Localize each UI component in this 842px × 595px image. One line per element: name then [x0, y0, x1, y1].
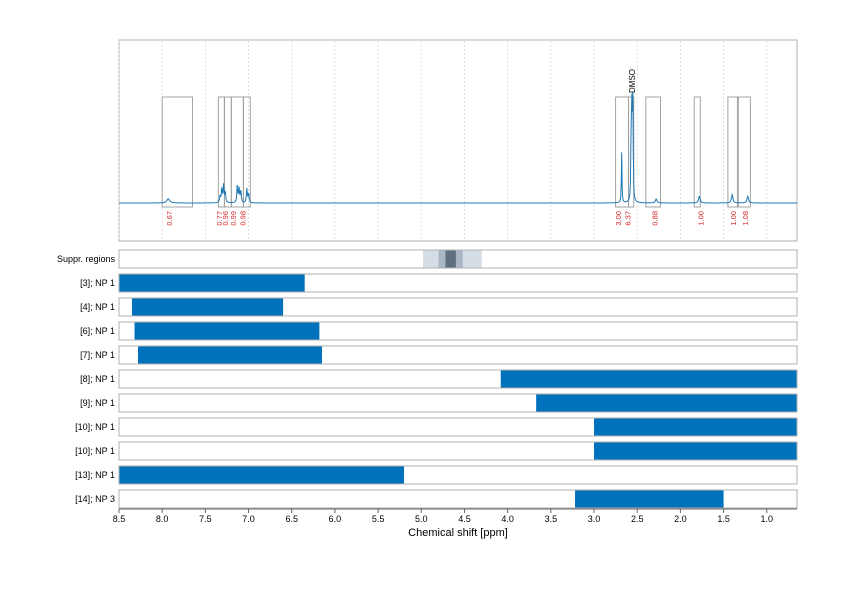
range-row-label: [13]; NP 1: [75, 470, 115, 480]
x-tick-label: 8.0: [156, 514, 169, 524]
range-bar: [594, 418, 797, 436]
range-row: [8]; NP 1: [80, 369, 798, 389]
x-tick-label: 1.5: [717, 514, 730, 524]
suppression-panel: Suppr. regions: [57, 249, 798, 269]
range-bar: [119, 274, 305, 292]
integral-region-box: [693, 96, 701, 208]
range-bar: [536, 394, 797, 412]
range-row-frame: [118, 321, 798, 341]
integral-labels: 0.67 0.770.960.99 0.98 3.00 6.37 0.88 1.00 1.00…: [165, 211, 750, 226]
range-row-label: [4]; NP 1: [80, 302, 115, 312]
range-bar: [575, 490, 724, 508]
integral-region-box: [727, 96, 738, 208]
range-row-frame: [118, 297, 798, 317]
x-tick-label: 3.5: [545, 514, 558, 524]
range-row: [14]; NP 3: [75, 489, 798, 509]
range-bar: [138, 346, 322, 364]
x-tick-label: 8.5: [113, 514, 126, 524]
range-row-label: [7]; NP 1: [80, 350, 115, 360]
spectrum-gridlines: [118, 41, 768, 240]
range-row-frame: [118, 393, 798, 413]
x-tick-label: 7.0: [242, 514, 255, 524]
integral-region-boxes: [161, 96, 751, 208]
range-row: [10]; NP 1: [75, 417, 798, 437]
integral-region-box: [242, 96, 251, 208]
x-tick-label: 2.0: [674, 514, 687, 524]
range-row: [9]; NP 1: [80, 393, 798, 413]
solvent-label: DMSO: [628, 69, 637, 93]
range-row-frame: [118, 441, 798, 461]
range-row-label: [10]; NP 1: [75, 446, 115, 456]
integral-label: 3.00: [614, 211, 623, 226]
range-row-frame: [118, 417, 798, 437]
range-bar: [131, 298, 284, 316]
range-row: [13]; NP 1: [75, 465, 798, 485]
suppression-band: [445, 250, 456, 268]
suppression-row-label: Suppr. regions: [57, 254, 116, 264]
range-row: [10]; NP 1: [75, 441, 798, 461]
x-axis: 8.5 8.0 7.5 7.0 6.5 6.0 5.5 5.0 4.5 4.0 3.5 3.0 2.5 2…: [113, 508, 797, 539]
range-bar: [500, 370, 797, 388]
x-axis-title: Chemical shift [ppm]: [408, 527, 508, 539]
x-tick-label: 5.0: [415, 514, 428, 524]
x-tick-label: 2.5: [631, 514, 644, 524]
range-row-label: [10]; NP 1: [75, 422, 115, 432]
range-bar: [134, 322, 320, 340]
range-row: [7]; NP 1: [80, 345, 798, 365]
integral-label: 0.88: [650, 211, 659, 226]
integral-region-box: [645, 96, 661, 208]
range-row: [6]; NP 1: [80, 321, 798, 341]
x-tick-label: 3.0: [588, 514, 601, 524]
spectrum-line: [119, 91, 797, 204]
range-row: [4]; NP 1: [80, 297, 798, 317]
suppression-bands: [423, 250, 482, 268]
range-row-label: [6]; NP 1: [80, 326, 115, 336]
x-tick-label: 7.5: [199, 514, 212, 524]
x-tick-label: 6.5: [285, 514, 298, 524]
range-row-frame: [118, 345, 798, 365]
x-tick-label: 6.0: [329, 514, 342, 524]
integral-label: 1.00: [729, 211, 738, 226]
range-bar: [119, 466, 405, 484]
x-tick-label: 5.5: [372, 514, 385, 524]
integral-label: 0.96: [221, 211, 230, 226]
spectrum-frame: [118, 39, 798, 242]
integral-label: 1.00: [696, 211, 705, 226]
x-tick-label: 1.0: [761, 514, 774, 524]
integral-label: 0.98: [239, 211, 248, 226]
range-row-label: [9]; NP 1: [80, 398, 115, 408]
range-row-label: [3]; NP 1: [80, 278, 115, 288]
range-row-frame: [118, 465, 798, 485]
integral-label: 6.37: [624, 211, 633, 226]
range-bar-rows: [3]; NP 1 [4]; NP 1 [6]; NP 1 [7]; NP 1 [8];…: [75, 273, 798, 509]
x-tick-label: 4.5: [458, 514, 471, 524]
integral-label: 0.99: [229, 211, 238, 226]
range-row-frame: [118, 273, 798, 293]
range-row-label: [8]; NP 1: [80, 374, 115, 384]
x-axis-ticks: 8.5 8.0 7.5 7.0 6.5 6.0 5.5 5.0 4.5 4.0 3.5 3.0 2.5 2…: [113, 509, 773, 524]
integral-label: 1.08: [741, 211, 750, 226]
spectrum-panel: 0.67 0.770.960.99 0.98 3.00 6.37 0.88 1.00 1.00…: [118, 39, 798, 242]
integral-label: 0.77: [215, 211, 224, 226]
x-tick-label: 4.0: [501, 514, 514, 524]
range-row-label: [14]; NP 3: [75, 494, 115, 504]
range-bar: [594, 442, 797, 460]
integral-region-box: [737, 96, 751, 208]
range-row: [3]; NP 1: [80, 273, 798, 293]
integral-label: 0.67: [165, 211, 174, 226]
range-row-frame: [118, 369, 798, 389]
integral-region-box: [161, 96, 193, 208]
suppression-frame: [118, 249, 798, 269]
range-row-frame: [118, 489, 798, 509]
integral-region-box: [223, 96, 232, 208]
